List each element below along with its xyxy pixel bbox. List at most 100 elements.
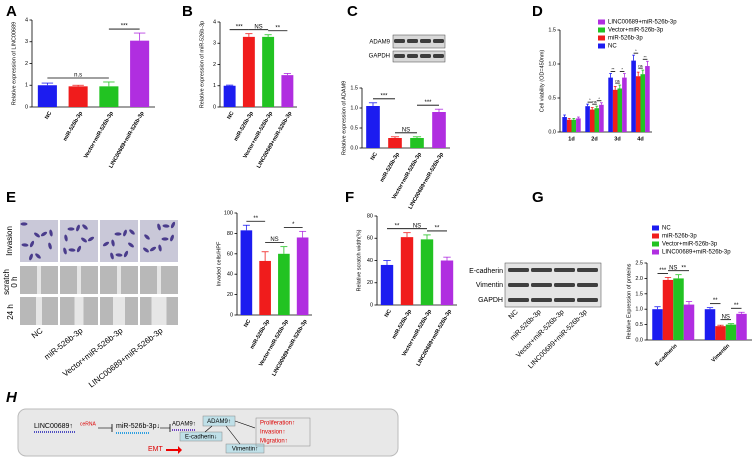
- blot-band: [508, 283, 529, 287]
- row-label: 24 h: [6, 304, 15, 320]
- blot-band: [531, 298, 552, 302]
- y-tick-label: 0: [213, 104, 216, 110]
- bar: [281, 75, 294, 107]
- significance: NS: [413, 223, 421, 229]
- cell: [76, 224, 80, 232]
- x-tick-label: NC: [370, 152, 379, 162]
- y-tick-label: 0: [230, 312, 233, 318]
- blot-band: [394, 54, 405, 58]
- panel-label: G: [532, 189, 544, 206]
- y-tick-label: 100: [224, 210, 233, 216]
- y-tick-label: 80: [227, 231, 233, 237]
- cell: [144, 234, 150, 240]
- panel-label: F: [345, 189, 354, 206]
- y-tick-label: 2: [213, 62, 216, 68]
- x-tick-label: E-cadherin: [654, 343, 679, 368]
- outcome: Proliferation↑: [260, 421, 295, 427]
- x-tick-label: 4d: [637, 136, 643, 142]
- outcome: Migration↑: [260, 439, 288, 445]
- x-tick-label: NC: [384, 309, 393, 319]
- y-tick-label: 0: [25, 104, 28, 110]
- y-tick-label: 20: [367, 280, 373, 286]
- bar: [725, 324, 737, 340]
- significance: **: [253, 216, 258, 222]
- bar: [440, 260, 454, 305]
- chart: B Relative expression of miR-526b-3p 0 1 2 3 4…: [182, 3, 297, 169]
- cell: [102, 241, 110, 247]
- cell: [21, 243, 29, 247]
- significance: ns: [638, 63, 642, 68]
- y-tick-label: 1.0: [548, 61, 556, 67]
- arrow: [234, 420, 256, 429]
- bar: [631, 60, 636, 132]
- significance: *: [635, 48, 637, 53]
- blot-band: [577, 298, 598, 302]
- cell: [34, 232, 40, 238]
- x-tick-label: miR-526b-3p: [379, 151, 401, 183]
- cell: [67, 227, 75, 231]
- legend-swatch: [598, 35, 605, 41]
- bar: [240, 230, 253, 315]
- y-tick-label: 1.5: [635, 291, 643, 297]
- cell: [20, 222, 28, 226]
- blot-band: [508, 298, 529, 302]
- images-e: Invasion scratch 0 h 24 h: [2, 226, 19, 320]
- blot-column-label: NC: [508, 309, 520, 321]
- cell: [143, 247, 149, 253]
- y-axis-title: Relative scratch width(%): [356, 229, 362, 291]
- significance: NS: [270, 237, 278, 243]
- significance: NS: [669, 265, 677, 271]
- node: miR-526b-3p↓: [116, 423, 160, 430]
- cell: [110, 252, 114, 260]
- bar: [400, 237, 414, 305]
- x-tick-label: 2d: [591, 136, 597, 142]
- y-tick-label: 0.5: [548, 95, 556, 101]
- y-tick-label: 1.5: [548, 27, 556, 33]
- panel-label: C: [347, 3, 358, 20]
- y-tick-label: 3: [25, 39, 28, 45]
- significance: **: [435, 225, 440, 231]
- legend-swatch: [652, 249, 659, 255]
- x-tick-label: LINC00689+miR-526b-3p: [271, 318, 309, 377]
- significance: **: [713, 298, 718, 304]
- x-tick-label: miR-526b-3p: [62, 110, 84, 142]
- y-axis-title: Invaded cells/HPF: [216, 241, 222, 286]
- row-label: scratch: [2, 269, 11, 295]
- legend-swatch: [652, 225, 659, 231]
- x-tick-label: 3d: [614, 136, 620, 142]
- y-tick-label: 0.0: [548, 129, 556, 135]
- bar: [599, 104, 604, 132]
- significance: n.s: [74, 73, 82, 79]
- node: E-cadherin↓: [185, 435, 217, 441]
- cell: [40, 231, 48, 237]
- node: LINC00689↑: [34, 423, 73, 430]
- significance: NS: [402, 127, 410, 133]
- bar: [571, 119, 577, 132]
- bar: [432, 112, 446, 148]
- outcome-box: [255, 417, 311, 447]
- cell: [49, 229, 53, 237]
- bar: [278, 253, 290, 315]
- bar: [585, 106, 590, 132]
- blot-band: [433, 54, 444, 58]
- blot-band: [554, 268, 575, 272]
- x-tick-label: 1d: [568, 136, 574, 142]
- y-tick-label: 4: [213, 19, 216, 25]
- node: ADAM9↑: [207, 419, 231, 425]
- panel-label: D: [532, 3, 543, 20]
- cell: [81, 237, 87, 243]
- cell: [63, 247, 67, 255]
- node: Vimentin↑: [232, 447, 258, 453]
- blot-band: [554, 283, 575, 287]
- bar: [576, 118, 581, 132]
- scratch-gap: [37, 266, 41, 294]
- y-tick-label: 80: [367, 213, 373, 219]
- x-tick-label: Vimentin: [711, 343, 732, 364]
- blot-band: [508, 268, 529, 272]
- node: EMT: [148, 446, 164, 453]
- blot-band: [531, 283, 552, 287]
- significance: ***: [424, 100, 432, 106]
- bar: [704, 309, 716, 340]
- node: ceRNA: [80, 421, 97, 427]
